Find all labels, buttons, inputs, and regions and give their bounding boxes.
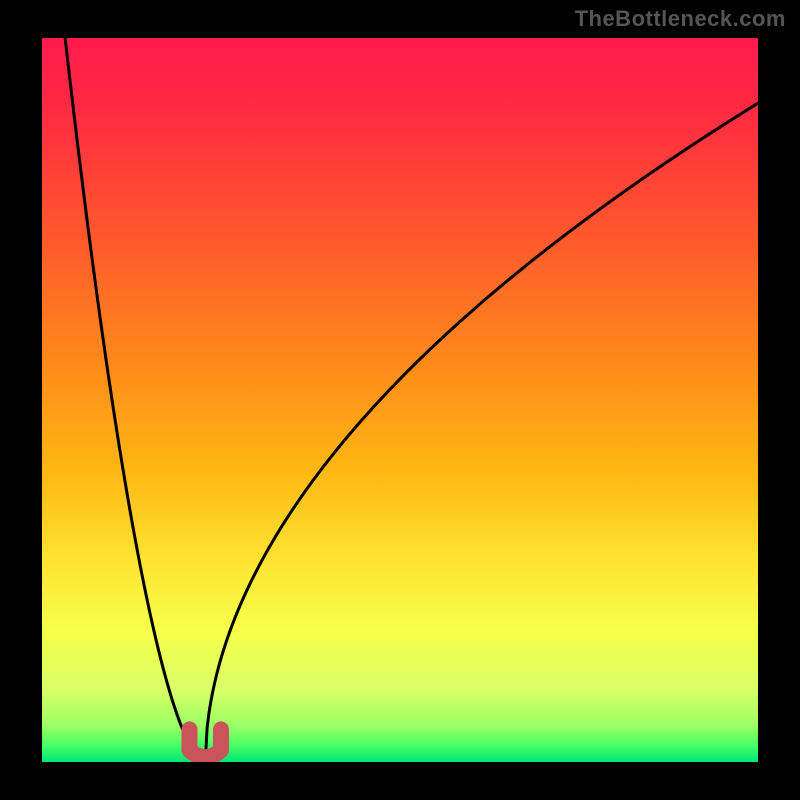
watermark-text: TheBottleneck.com <box>575 6 786 32</box>
gradient-background <box>42 38 758 762</box>
bottleneck-chart <box>0 0 800 800</box>
chart-frame: TheBottleneck.com <box>0 0 800 800</box>
